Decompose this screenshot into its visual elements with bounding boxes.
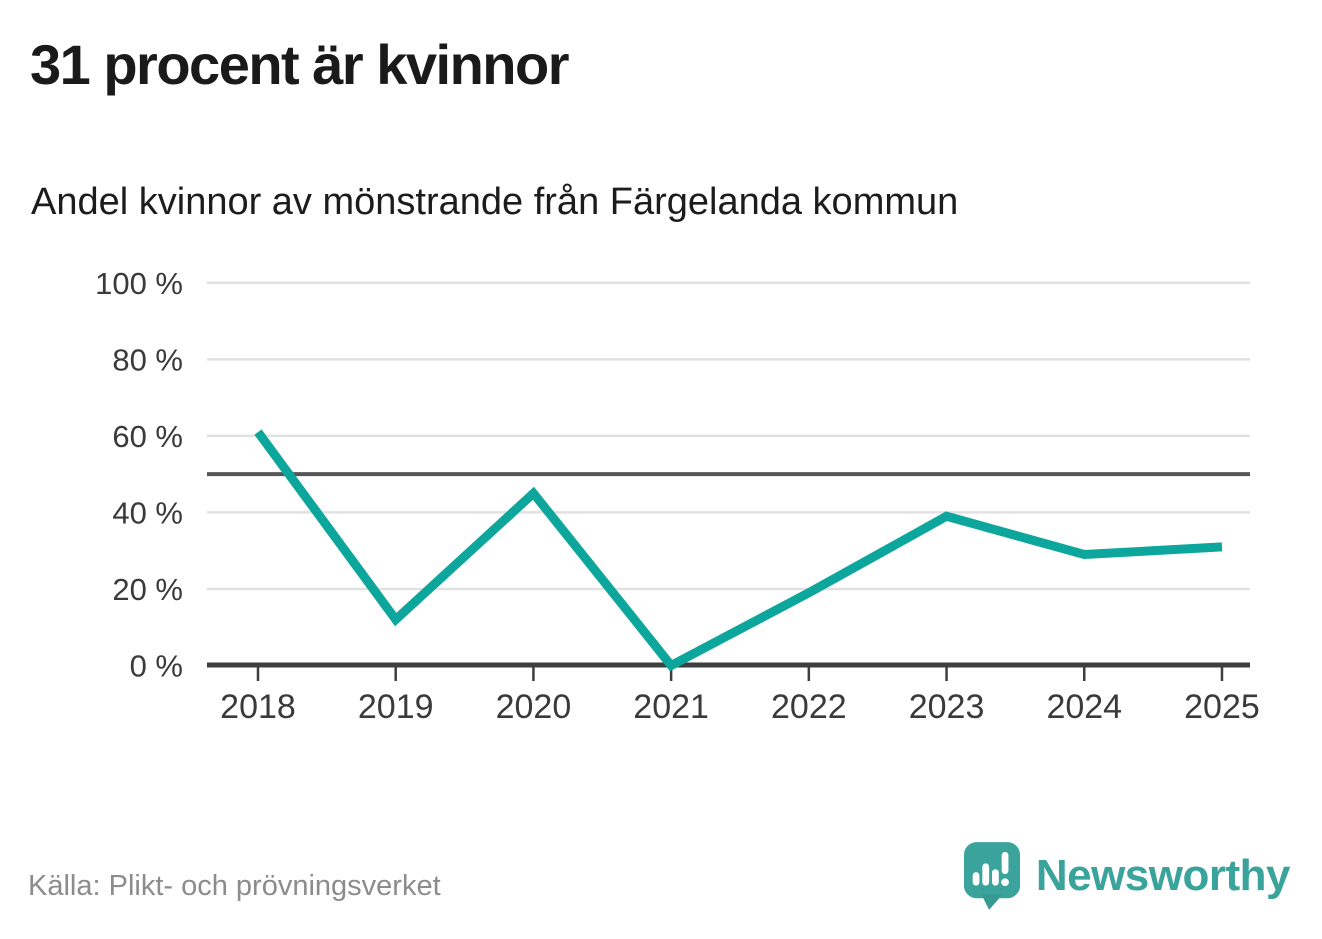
y-axis-tick-label: 0 % bbox=[130, 649, 183, 684]
x-axis-tick-label: 2020 bbox=[496, 688, 572, 726]
y-axis-tick-label: 80 % bbox=[112, 342, 183, 377]
x-axis-tick-label: 2025 bbox=[1184, 688, 1260, 726]
newsworthy-logo-text: Newsworthy bbox=[1035, 851, 1291, 900]
x-axis-tick-label: 2022 bbox=[771, 688, 847, 726]
x-axis-tick-label: 2023 bbox=[909, 688, 985, 726]
line-chart: 0 % 20 % 40 % 60 % 80 % 100 % 2018 2019 2020 2021… bbox=[95, 266, 1260, 726]
y-axis-tick-label: 20 % bbox=[112, 572, 183, 607]
chart-subtitle: Andel kvinnor av mönstrande från Färgela… bbox=[31, 181, 959, 223]
x-axis-tick-label: 2019 bbox=[358, 688, 434, 726]
chart-title: 31 procent är kvinnor bbox=[30, 33, 570, 96]
x-axis-tick-label: 2018 bbox=[220, 688, 296, 726]
y-axis-tick-label: 100 % bbox=[95, 266, 183, 301]
y-axis-tick-label: 60 % bbox=[112, 419, 183, 454]
x-axis-tick-label: 2024 bbox=[1046, 688, 1122, 726]
x-axis-tick-label: 2021 bbox=[633, 688, 709, 726]
y-axis-tick-label: 40 % bbox=[112, 495, 183, 530]
newsworthy-logo: Newsworthy bbox=[963, 841, 1291, 911]
newsworthy-logo-icon bbox=[963, 842, 1020, 910]
source-note: Källa: Plikt- och prövningsverket bbox=[28, 870, 441, 902]
data-line-andel-kvinnor bbox=[254, 429, 1223, 672]
